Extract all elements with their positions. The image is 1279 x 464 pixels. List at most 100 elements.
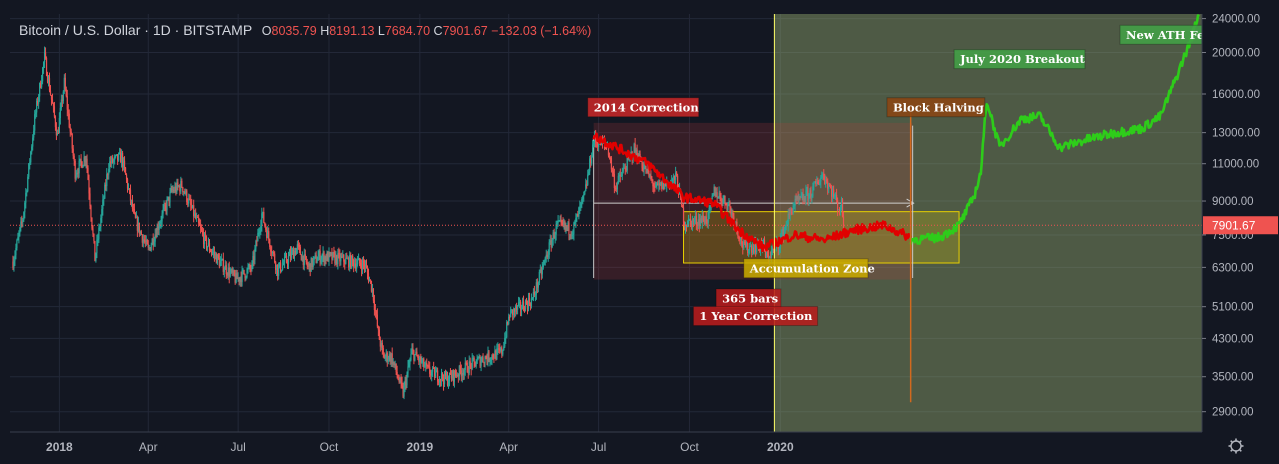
candle-body [379,339,381,347]
candle-body [459,365,461,371]
candle-body [375,311,377,315]
candle-body [298,244,300,248]
candle-body [508,316,510,324]
candle-body [781,228,783,235]
candle-body [587,174,589,185]
candle-body [256,240,258,242]
candle-body [16,240,18,249]
candle-body [463,369,465,375]
candle-body [772,248,774,251]
candle-body [87,167,89,180]
candle-body [432,367,434,372]
candle-body [581,199,583,203]
candle-body [837,209,840,211]
candle-body [281,264,284,270]
candle-body [36,100,38,113]
grid [10,14,1202,432]
candle-body [171,188,173,191]
candle-body [680,195,683,206]
candle-body [572,233,574,235]
candle-body [359,263,362,266]
candle-body [37,100,39,104]
candle-body [381,342,383,349]
annotation-text: July 2020 Breakout [959,52,1085,66]
gear-icon[interactable] [1228,438,1244,454]
candle-body [706,222,708,224]
candle-body [826,179,828,182]
candle-body [82,165,84,168]
candle-body [835,194,837,196]
candle-body [705,216,707,223]
candle-body [172,189,174,191]
candle-body [378,329,380,340]
candle-body [202,233,205,245]
candle-body [287,256,290,264]
candle-body [26,191,28,193]
candle-body [502,349,504,355]
time-axis[interactable]: 2018 Apr Jul Oct 2019 Apr Jul Oct 2020 [0,431,1279,464]
candle-body [143,239,145,242]
candle-body [291,249,294,252]
candle-body [320,259,322,263]
candle-body [712,194,714,197]
candle-body [484,356,486,364]
candle-body [194,213,196,217]
candle-body [154,234,156,242]
candle-body [117,154,119,161]
candle-body [833,189,835,197]
candle-body [357,260,359,265]
candle-body [174,186,176,192]
candle-body [481,357,483,362]
candle-body [355,263,357,269]
candle-body [792,206,794,214]
candle-body [387,359,389,362]
symbol-title[interactable]: Bitcoin / U.S. Dollar [19,22,141,38]
candle-body [230,269,232,272]
candle-body [770,250,773,258]
candle-body [380,342,382,347]
candle-body [45,58,48,76]
candle-body [611,169,614,172]
interval-label[interactable]: 1D [152,22,171,38]
candle-body [332,252,334,260]
candle-body [503,346,505,350]
candle-body [17,237,19,241]
candle-body [363,263,366,267]
candle-body [526,303,529,309]
candle-body [452,370,455,382]
candle-body [547,254,549,258]
time-tick-label: Jul [591,440,606,454]
candle-body [392,361,394,365]
candle-body [470,363,472,369]
candle-body [362,260,365,264]
candle-body [279,262,281,267]
candle-body [434,367,436,378]
candle-body [450,374,453,379]
separator-dot: · [174,22,184,38]
candle-body [530,298,533,307]
candle-body [427,365,429,367]
candle-body [439,378,442,381]
candle-body [548,242,550,255]
candle-body [653,186,655,188]
candle-body [580,202,582,207]
candle-body [54,116,57,128]
candle-body [413,350,415,361]
candle-body [422,358,424,362]
candle-body [368,279,371,282]
candle-body [824,179,826,184]
candle-body [246,269,248,277]
candle-body [750,246,752,248]
candle-body [166,199,168,211]
gear-icon-tooth [1238,440,1242,444]
candle-body [829,185,831,187]
candle-body [582,195,584,200]
time-tick-label: 2020 [767,440,794,454]
candle-body [791,211,793,214]
annotation-label: 365 bars [715,288,782,309]
candle-body [115,155,117,157]
candle-body [676,175,679,189]
price-axis[interactable]: 24000.00 20000.00 16000.00 13000.00 11000.00… [1201,0,1279,464]
